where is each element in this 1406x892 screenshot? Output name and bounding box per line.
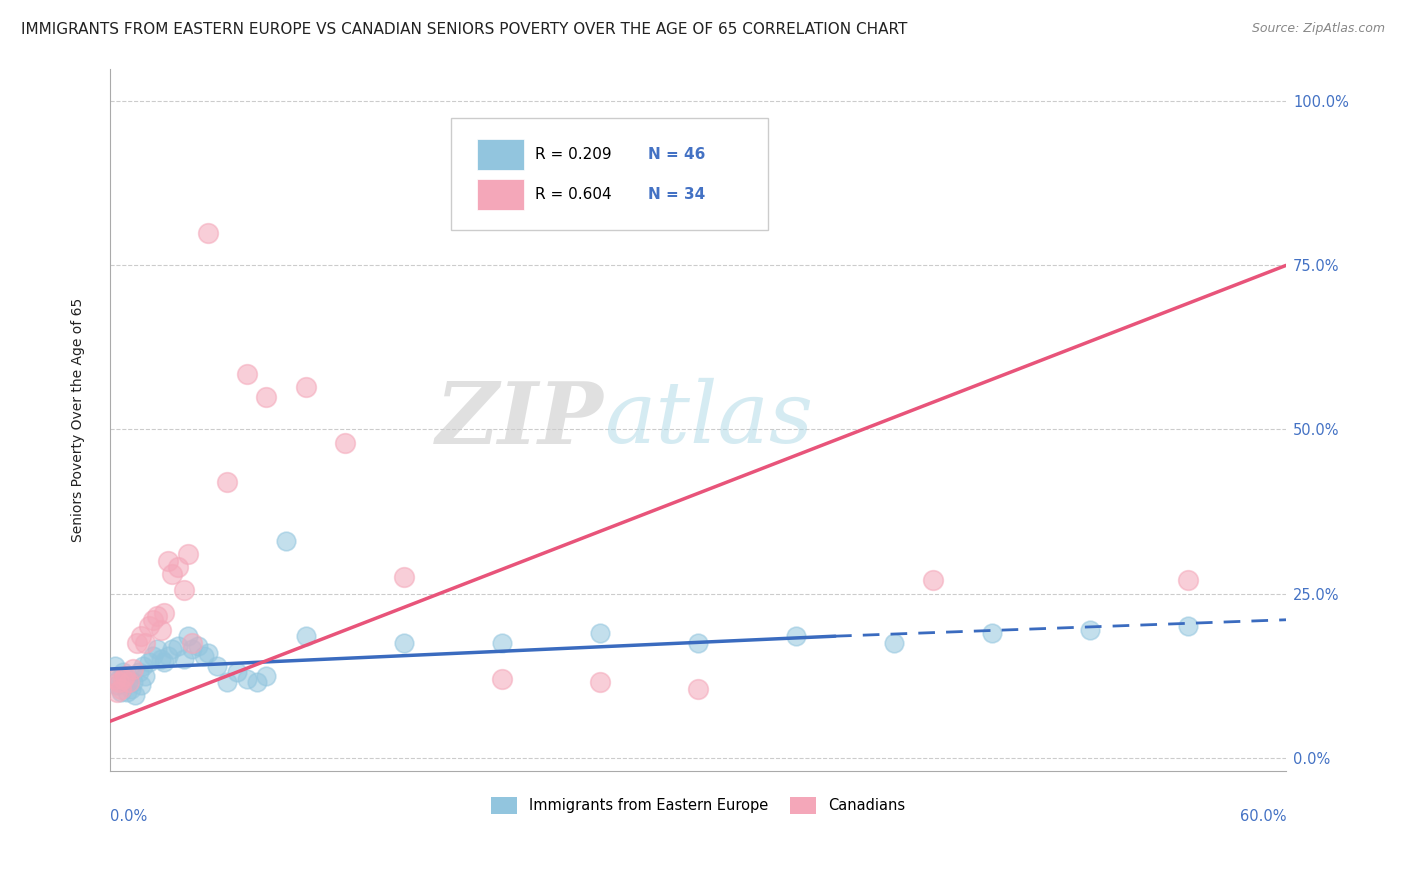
Point <box>167 560 190 574</box>
Point <box>197 646 219 660</box>
Point <box>115 685 138 699</box>
Point <box>145 609 167 624</box>
Point <box>108 675 131 690</box>
Point <box>173 652 195 666</box>
Point <box>226 665 249 680</box>
Point <box>294 380 316 394</box>
Point <box>104 672 127 686</box>
Legend: Immigrants from Eastern Europe, Canadians: Immigrants from Eastern Europe, Canadian… <box>485 791 911 820</box>
Text: 0.0%: 0.0% <box>110 809 146 824</box>
Point <box>686 681 709 696</box>
Point <box>134 636 156 650</box>
Text: atlas: atlas <box>603 378 813 461</box>
Point <box>173 583 195 598</box>
Point <box>883 636 905 650</box>
Point <box>1078 623 1101 637</box>
Point <box>491 672 513 686</box>
Point <box>922 574 945 588</box>
Point <box>153 656 176 670</box>
Point <box>246 675 269 690</box>
Point <box>122 662 145 676</box>
Point <box>118 672 141 686</box>
Point <box>162 566 184 581</box>
Point <box>129 629 152 643</box>
Point <box>333 435 356 450</box>
Point <box>167 639 190 653</box>
Point <box>129 678 152 692</box>
Point <box>236 672 259 686</box>
Point <box>145 642 167 657</box>
Point <box>1177 574 1199 588</box>
Text: N = 46: N = 46 <box>648 146 706 161</box>
Point <box>162 642 184 657</box>
Point <box>153 606 176 620</box>
Point <box>138 619 160 633</box>
Point <box>274 534 297 549</box>
Point <box>180 642 202 657</box>
Text: Source: ZipAtlas.com: Source: ZipAtlas.com <box>1251 22 1385 36</box>
Point <box>112 672 135 686</box>
Point <box>217 475 239 489</box>
Text: R = 0.604: R = 0.604 <box>536 187 612 202</box>
Point <box>207 658 229 673</box>
Point <box>149 652 172 666</box>
Point <box>236 367 259 381</box>
Point <box>180 636 202 650</box>
Y-axis label: Seniors Poverty Over the Age of 65: Seniors Poverty Over the Age of 65 <box>72 298 86 541</box>
Point <box>132 658 155 673</box>
Point <box>157 648 180 663</box>
Point <box>177 547 200 561</box>
FancyBboxPatch shape <box>451 118 768 230</box>
Bar <box>477 139 523 170</box>
Point <box>125 636 148 650</box>
Point <box>112 665 135 680</box>
Text: R = 0.209: R = 0.209 <box>536 146 612 161</box>
Point <box>122 675 145 690</box>
Point <box>114 668 136 682</box>
Point <box>254 390 277 404</box>
Point <box>589 626 612 640</box>
Text: ZIP: ZIP <box>436 378 603 461</box>
Text: IMMIGRANTS FROM EASTERN EUROPE VS CANADIAN SENIORS POVERTY OVER THE AGE OF 65 CO: IMMIGRANTS FROM EASTERN EUROPE VS CANADI… <box>21 22 907 37</box>
Point <box>177 629 200 643</box>
Point <box>134 668 156 682</box>
Point <box>491 636 513 650</box>
Point <box>294 629 316 643</box>
Bar <box>477 178 523 211</box>
Point <box>1177 619 1199 633</box>
Point <box>980 626 1002 640</box>
Point <box>114 675 136 690</box>
Point <box>128 665 150 680</box>
Point <box>105 685 128 699</box>
Point <box>392 636 415 650</box>
Point <box>118 675 141 690</box>
Point <box>157 554 180 568</box>
Point <box>149 623 172 637</box>
Point <box>110 681 132 696</box>
Point <box>193 648 215 663</box>
Point <box>686 636 709 650</box>
Text: 60.0%: 60.0% <box>1240 809 1286 824</box>
Point <box>142 648 165 663</box>
Point <box>120 681 142 696</box>
Point <box>138 656 160 670</box>
Point <box>142 613 165 627</box>
Point <box>110 685 132 699</box>
Point <box>589 675 612 690</box>
Point <box>254 668 277 682</box>
Point <box>108 672 131 686</box>
Point <box>124 688 146 702</box>
Point <box>187 639 209 653</box>
Point <box>392 570 415 584</box>
Point <box>785 629 807 643</box>
Text: N = 34: N = 34 <box>648 187 706 202</box>
Point <box>217 675 239 690</box>
Point <box>197 226 219 240</box>
Point <box>105 678 128 692</box>
Point <box>104 658 127 673</box>
